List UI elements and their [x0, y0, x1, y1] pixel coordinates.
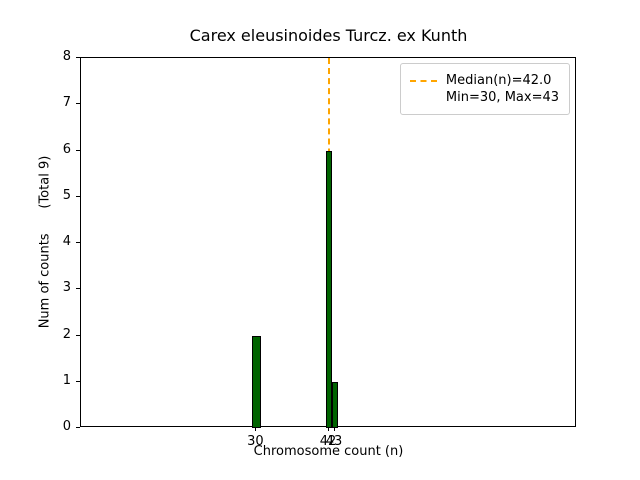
y-tick-mark: [76, 103, 80, 105]
y-tick-mark: [76, 427, 80, 428]
x-tick-label: 43: [325, 434, 343, 449]
y-tick-label: 0: [62, 419, 71, 434]
y-tick-mark: [76, 149, 80, 151]
y-tick-mark: [76, 288, 80, 290]
legend-median-label: Median(n)=42.0: [445, 73, 552, 88]
x-tick-label: 30: [247, 434, 264, 449]
y-tick-mark: [76, 242, 80, 243]
x-tick-mark: [328, 427, 329, 431]
y-tick-mark: [76, 195, 80, 197]
y-tick-label: 2: [62, 326, 71, 342]
y-tick-label: 1: [62, 372, 71, 388]
median-line-legend-swatch: [409, 79, 437, 82]
y-tick-label: 5: [62, 187, 71, 203]
legend-spacer: [410, 97, 437, 99]
y-tick-label: 8: [62, 49, 71, 64]
x-tick-mark: [334, 427, 336, 431]
y-tick-mark: [76, 380, 80, 382]
y-tick-label: 3: [62, 280, 71, 296]
x-axis-label: Chromosome count (n): [253, 444, 404, 459]
x-tick-label: 42: [319, 434, 337, 449]
x-tick-mark: [255, 427, 257, 431]
chart-title: Carex eleusinoides Turcz. ex Kunth: [189, 26, 468, 45]
y-tick-label: 6: [62, 141, 71, 157]
y-tick-label: 4: [62, 234, 71, 249]
legend-row-minmax: Min=30, Max=43: [410, 90, 559, 105]
legend: Median(n)=42.0 Min=30, Max=43: [399, 63, 570, 115]
y-tick-mark: [76, 57, 80, 58]
legend-row-median: Median(n)=42.0: [409, 73, 559, 88]
legend-minmax-label: Min=30, Max=43: [445, 90, 559, 105]
y-tick-mark: [76, 334, 80, 336]
histogram-bar: [332, 381, 339, 428]
y-tick-label: 7: [62, 95, 71, 111]
plot-area: Median(n)=42.0 Min=30, Max=43: [80, 57, 576, 428]
histogram-bar: [251, 335, 262, 428]
